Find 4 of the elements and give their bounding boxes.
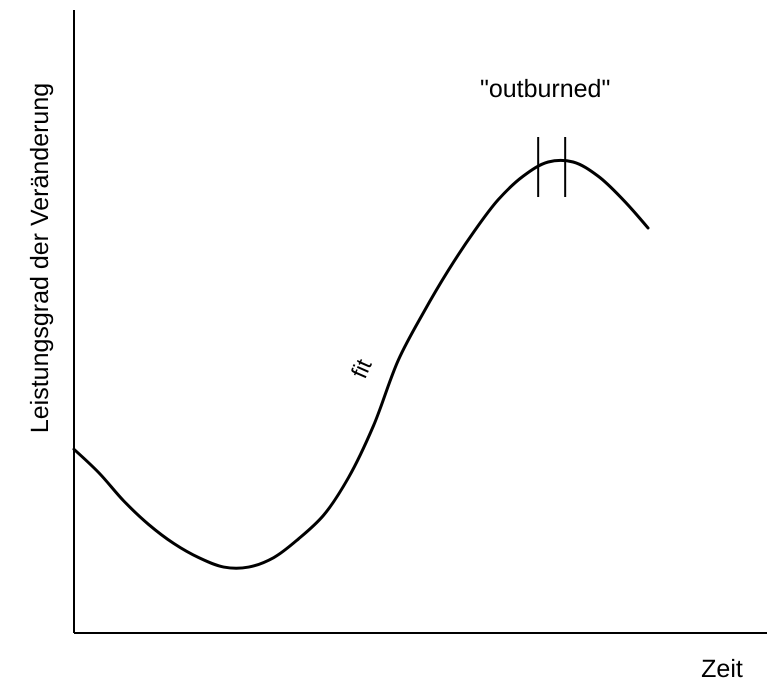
annotation: fit	[346, 354, 377, 382]
text: "outburned"	[480, 75, 610, 103]
y-axis-title: Leistungsgrad der Veränderung	[26, 82, 54, 434]
x-axis-title: Zeit	[701, 655, 743, 683]
